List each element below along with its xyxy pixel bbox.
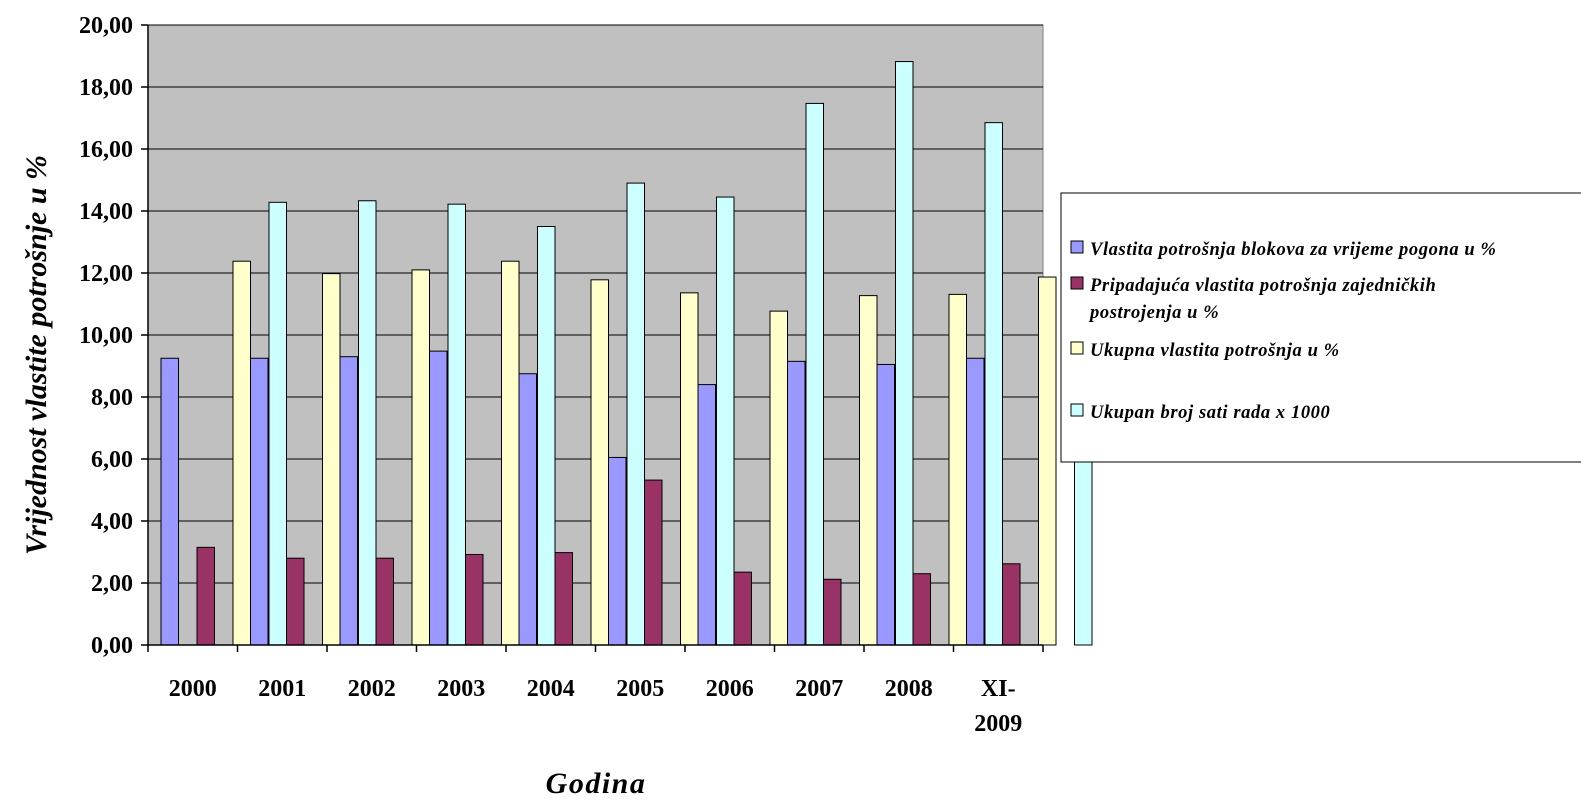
bar [895, 61, 914, 646]
bar [268, 201, 287, 646]
x-tick-labels: 2000 2001 2002 2003 2004 2005 2006 2007 2008 XI- 2… [169, 676, 1023, 737]
bar [984, 122, 1003, 646]
axes [141, 24, 1044, 652]
bar [411, 269, 430, 646]
x-tick-label: 2003 [437, 676, 485, 702]
bar [787, 360, 806, 646]
x-tick-label: 2008 [885, 676, 933, 702]
x-tick-label: 2000 [169, 676, 217, 702]
y-tick-labels: 0,00 2,00 4,00 6,00 8,00 10,00 12,00 14,00 16,00… [79, 13, 133, 659]
bar [697, 384, 716, 646]
legend-label: postrojenja u % [1088, 303, 1219, 323]
bar [160, 357, 179, 646]
legend-swatch [1070, 240, 1084, 254]
bar [250, 357, 269, 646]
legend-label: Ukupna vlastita potrošnja u % [1090, 341, 1340, 361]
legend-box [1060, 192, 1581, 463]
bar [537, 226, 556, 646]
bar [518, 373, 537, 646]
legend-swatch [1070, 276, 1084, 290]
x-tick-label: 2005 [616, 676, 664, 702]
bar [554, 552, 573, 646]
bar [322, 273, 341, 646]
bar [948, 293, 967, 646]
bar [716, 196, 735, 646]
legend-label: Pripadajuća vlastita potrošnja zajedničk… [1089, 276, 1436, 296]
y-tick-label: 2,00 [91, 571, 133, 597]
bar [966, 357, 985, 646]
bar [644, 479, 663, 646]
y-tick-label: 6,00 [91, 447, 133, 473]
bar [608, 456, 627, 646]
bar [286, 557, 305, 646]
bar [375, 557, 394, 646]
legend-swatch [1070, 403, 1084, 417]
y-tick-label: 16,00 [79, 137, 133, 163]
x-tick-label: 2004 [527, 676, 575, 702]
x-tick-label: 2009 [974, 711, 1022, 737]
y-tick-label: 8,00 [91, 385, 133, 411]
bar [447, 203, 466, 646]
y-tick-label: 12,00 [79, 261, 133, 287]
y-tick-label: 4,00 [91, 509, 133, 535]
bar [859, 295, 878, 646]
x-tick-label: 2007 [795, 676, 843, 702]
bar [1002, 563, 1021, 646]
y-tick-label: 14,00 [79, 199, 133, 225]
bar [680, 292, 699, 646]
bar [823, 578, 842, 646]
legend: Vlastita potrošnja blokova za vrijeme po… [1060, 192, 1581, 463]
bar [232, 260, 251, 646]
bar [465, 553, 484, 646]
x-tick-label: 2006 [706, 676, 754, 702]
bar [769, 310, 788, 646]
legend-label: Ukupan broj sati rada x 1000 [1090, 403, 1330, 423]
x-axis-title: Godina [546, 767, 647, 800]
y-tick-label: 10,00 [79, 323, 133, 349]
y-tick-label: 20,00 [79, 13, 133, 39]
x-tick-label: XI- [981, 676, 1016, 702]
bar [358, 200, 377, 646]
bar [501, 260, 520, 646]
bar [196, 546, 215, 646]
bar [1038, 276, 1057, 646]
x-tick-label: 2001 [258, 676, 306, 702]
y-axis-title: Vrijednost vlastite potrošnje u % [20, 155, 53, 555]
legend-label: Vlastita potrošnja blokova za vrijeme po… [1090, 240, 1497, 260]
bar [876, 363, 895, 646]
bar [626, 182, 645, 646]
bar [339, 356, 358, 646]
x-tick-label: 2002 [348, 676, 396, 702]
y-tick-label: 18,00 [79, 75, 133, 101]
bar [912, 573, 931, 646]
y-tick-label: 0,00 [91, 633, 133, 659]
bar [590, 279, 609, 646]
legend-swatch [1070, 341, 1084, 355]
bar [429, 350, 448, 646]
bar [733, 571, 752, 646]
bar [805, 102, 824, 646]
